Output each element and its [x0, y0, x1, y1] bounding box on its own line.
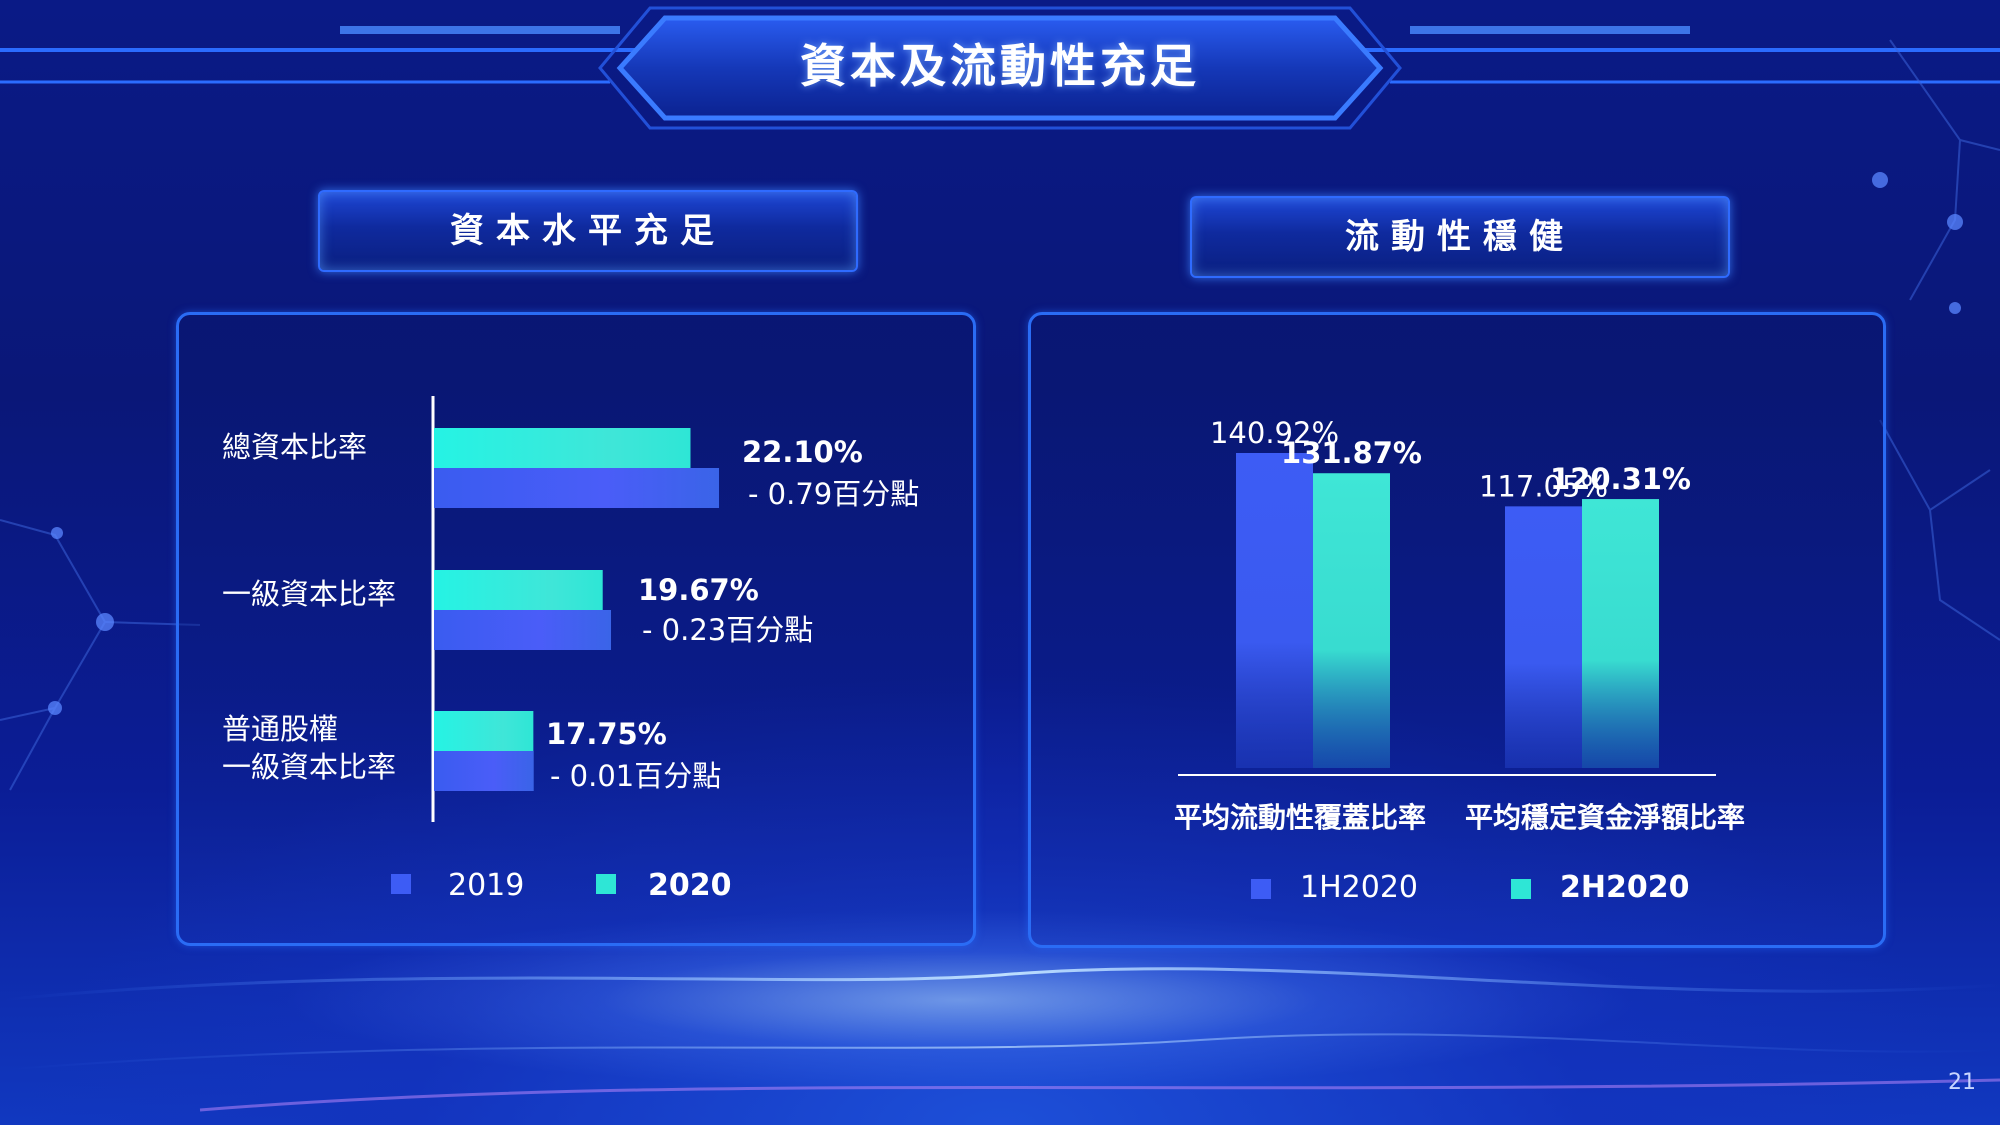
legend-swatch-2020	[596, 874, 616, 894]
legend-label-2019: 2019	[448, 868, 525, 903]
bar-2H2020-0	[1313, 473, 1390, 768]
bar-2019-2	[434, 751, 534, 791]
bar-2019-1	[434, 610, 612, 650]
x-category-nsfr: 平均穩定資金淨額比率	[1464, 801, 1745, 834]
value-label-cet1: 17.75%	[546, 717, 667, 751]
delta-label-total-capital: - 0.79百分點	[748, 477, 920, 511]
bar-2020-1	[434, 570, 603, 610]
liquidity-section-header: 流動性穩健	[1190, 196, 1730, 278]
value-label-total-capital: 22.10%	[742, 435, 863, 469]
value-label-tier1: 19.67%	[638, 573, 759, 607]
category-label-tier1: 一級資本比率	[222, 577, 397, 611]
bar-2020-2	[434, 711, 534, 751]
legend-swatch-1h2020	[1251, 879, 1271, 899]
x-category-lcr: 平均流動性覆蓋比率	[1173, 801, 1426, 834]
value-label-1H2020-0: 140.92%	[1210, 416, 1339, 450]
value-label-1H2020-1: 117.05%	[1479, 469, 1608, 503]
legend-swatch-2019	[391, 874, 411, 894]
legend-label-2020: 2020	[648, 868, 732, 903]
legend-label-1h2020: 1H2020	[1300, 870, 1418, 905]
slide-title: 資本及流動性充足	[800, 39, 1200, 93]
bar-1H2020-1	[1505, 506, 1582, 768]
bar-2020-0	[434, 428, 691, 468]
capital-section-header: 資本水平充足	[318, 190, 858, 272]
bar-2H2020-1	[1582, 499, 1659, 768]
value-label-2H2020-0: 131.87%	[1281, 436, 1422, 470]
category-label-cet1: 普通股權 一級資本比率	[222, 712, 397, 784]
bar-1H2020-0	[1236, 453, 1313, 768]
legend-swatch-2h2020	[1511, 879, 1531, 899]
legend-label-2h2020: 2H2020	[1560, 870, 1690, 905]
delta-label-cet1: - 0.01百分點	[550, 759, 722, 793]
bar-2019-0	[434, 468, 720, 508]
value-label-2H2020-1: 120.31%	[1550, 462, 1691, 496]
delta-label-tier1: - 0.23百分點	[642, 613, 814, 647]
liquidity-panel	[1028, 312, 1886, 948]
page-number: 21	[1948, 1070, 1976, 1095]
category-label-total-capital: 總資本比率	[222, 430, 368, 464]
